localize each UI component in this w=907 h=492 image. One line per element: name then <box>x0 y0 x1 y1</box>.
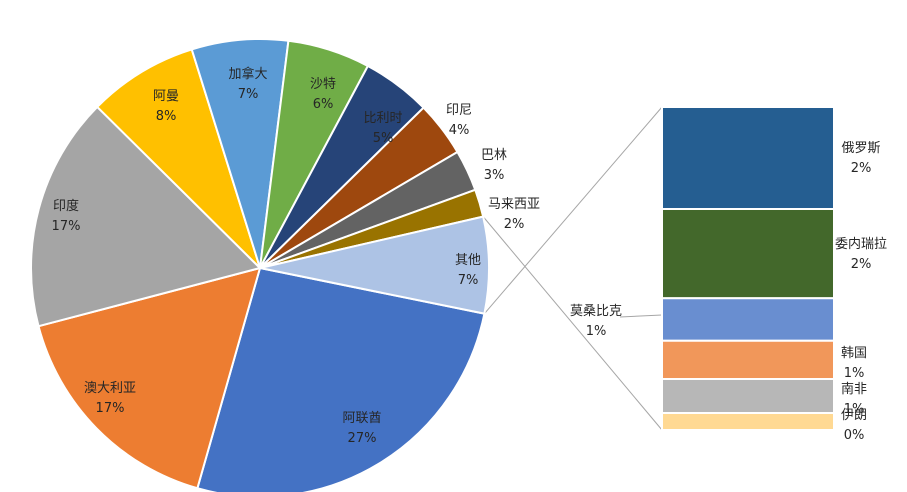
segment-value-label: 0% <box>844 428 865 443</box>
segment-value-label: 2% <box>851 257 872 272</box>
pie-slices <box>30 38 490 492</box>
pie-slice-2 <box>30 105 262 328</box>
bar-segment-2 <box>661 297 835 342</box>
slice-name-label: 阿曼 <box>153 89 179 104</box>
pie-slice-3 <box>95 48 261 269</box>
slice-value-label: 17% <box>96 401 125 416</box>
pie-slice-0 <box>196 266 486 492</box>
slice-value-label: 27% <box>348 431 377 446</box>
pie-slice-1 <box>37 266 262 490</box>
slice-name-label: 其他 <box>455 253 481 268</box>
pie-slice-10 <box>259 215 490 315</box>
slice-value-label: 8% <box>156 109 177 124</box>
slice-name-label: 澳大利亚 <box>84 380 136 396</box>
slice-name-label: 印度 <box>53 198 79 214</box>
segment-name-label: 莫桑比克 <box>570 304 622 319</box>
slice-value-label: 6% <box>313 97 334 112</box>
segment-value-label: 1% <box>844 366 865 381</box>
bar-segment-3 <box>661 339 835 380</box>
segment-value-label: 2% <box>851 161 872 176</box>
bar-segment-4 <box>661 378 835 414</box>
connector-line-lower <box>482 216 663 431</box>
slice-name-label: 巴林 <box>481 148 507 163</box>
slice-name-label: 沙特 <box>310 77 336 92</box>
slice-name-label: 比利时 <box>363 111 402 126</box>
segment-name-label: 伊朗 <box>841 408 867 423</box>
segment-value-label: 1% <box>844 402 865 417</box>
segment-value-label: 1% <box>586 324 607 339</box>
bar-segment-5 <box>661 412 835 431</box>
slice-name-label: 马来西亚 <box>488 197 540 212</box>
slice-value-label: 3% <box>484 168 505 183</box>
slice-name-label: 印尼 <box>446 103 472 118</box>
connector-line-upper <box>484 106 663 314</box>
segment-name-label: 俄罗斯 <box>841 141 880 156</box>
slice-value-label: 7% <box>238 87 259 102</box>
bar-segment-0 <box>661 106 835 210</box>
slice-value-label: 17% <box>52 219 81 234</box>
slice-value-label: 7% <box>458 273 479 288</box>
segment-name-label: 韩国 <box>841 346 867 361</box>
connector-lines <box>482 106 663 431</box>
data-labels: 阿联酋 27% 澳大利亚 17% 印度 17% 阿曼 8% 加拿大 7% 沙特 6% 比利时 5% 印尼 4%… <box>52 66 887 446</box>
slice-value-label: 5% <box>373 131 394 146</box>
other-breakdown-bar <box>661 106 835 431</box>
leader-line <box>619 314 663 318</box>
segment-name-label: 南非 <box>841 381 867 397</box>
slice-value-label: 4% <box>449 123 470 138</box>
slice-name-label: 加拿大 <box>228 66 267 82</box>
slice-name-label: 阿联酋 <box>342 410 381 426</box>
segment-name-label: 委内瑞拉 <box>835 236 887 252</box>
slice-value-label: 2% <box>504 217 525 232</box>
bar-segment-1 <box>661 208 835 300</box>
